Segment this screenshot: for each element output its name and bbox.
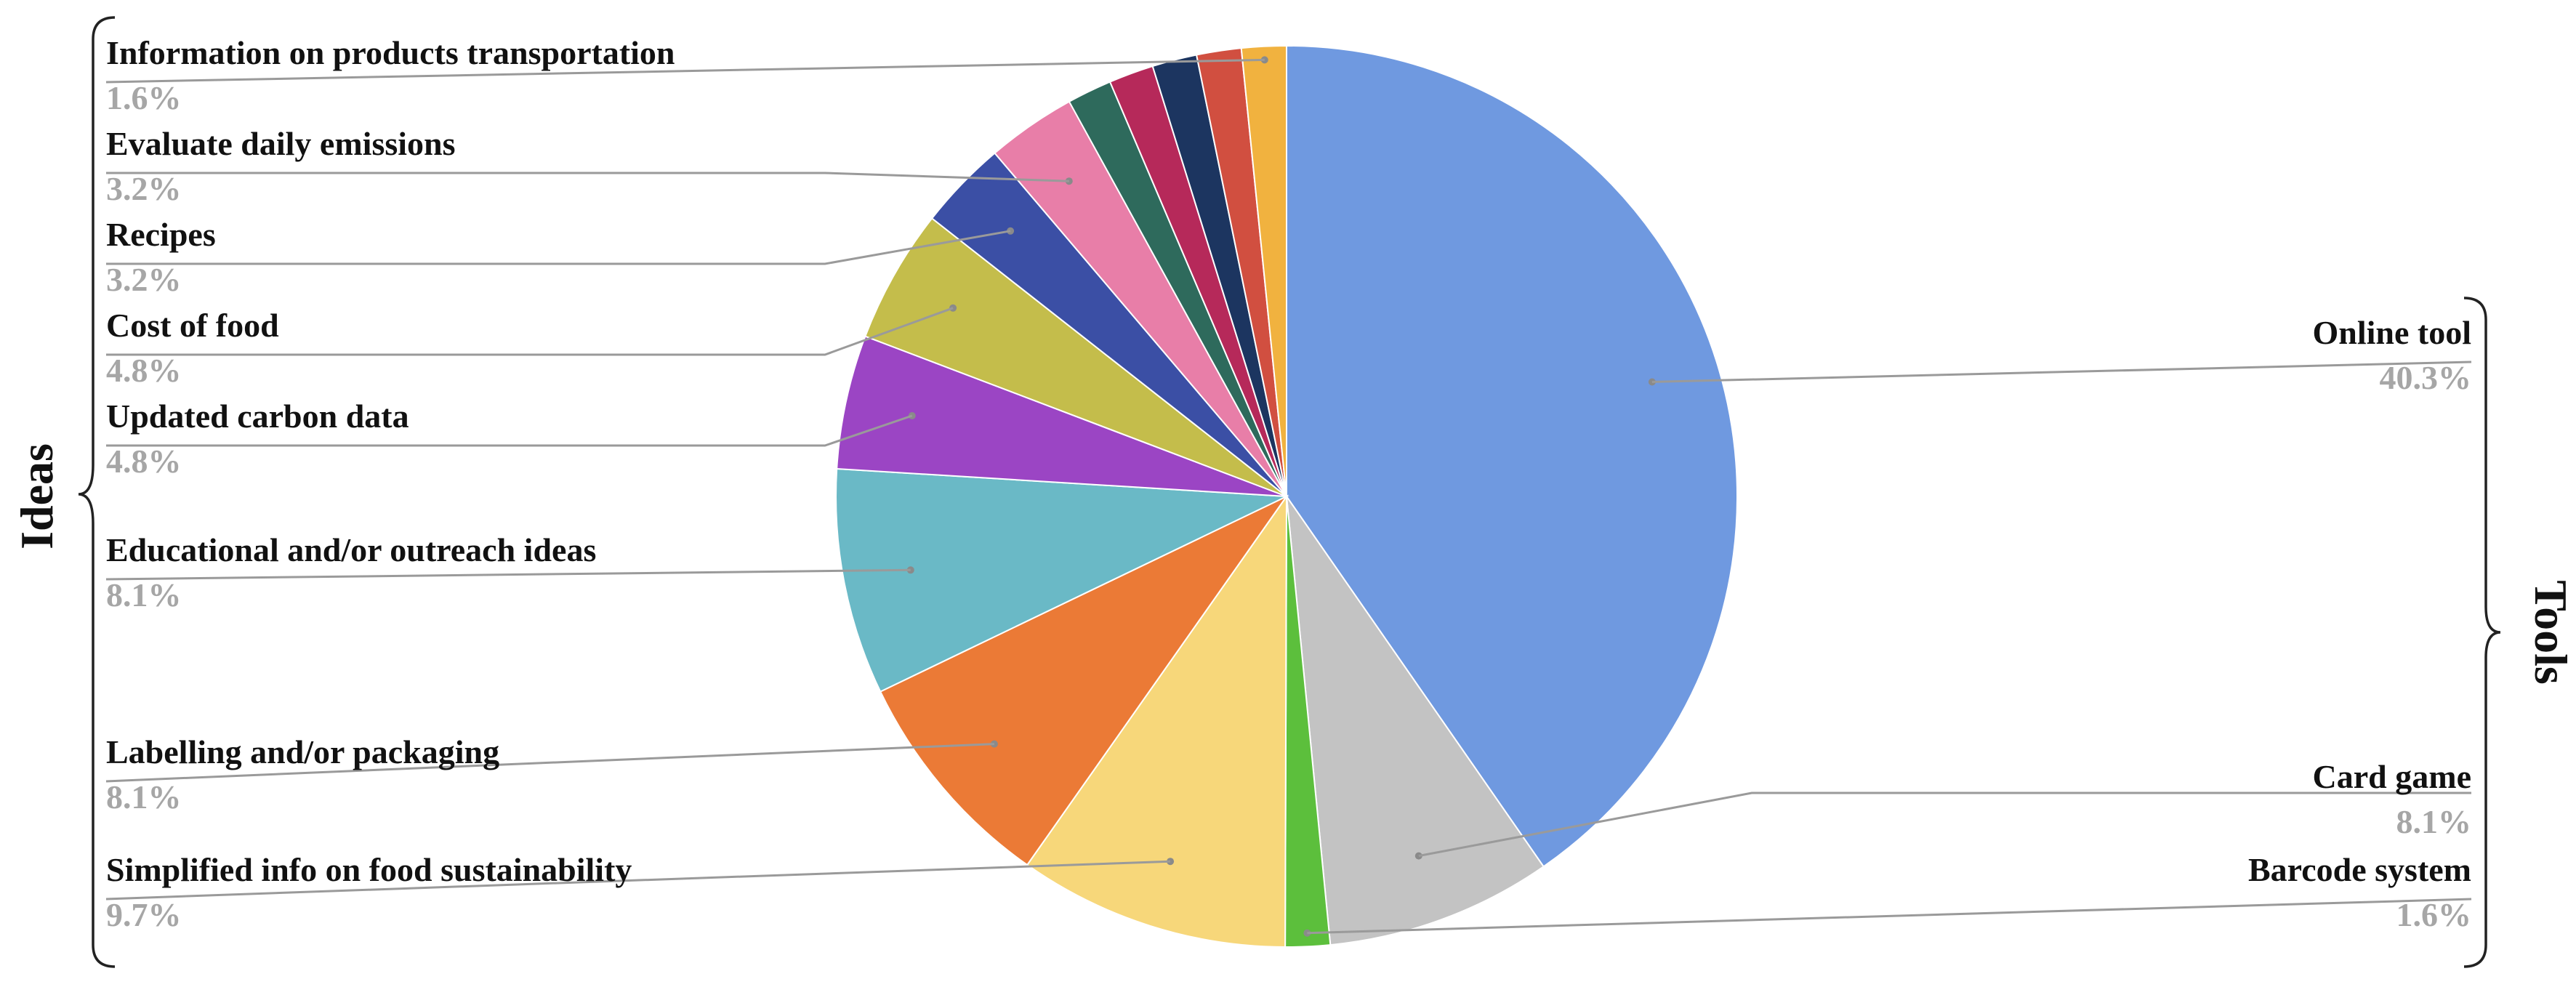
leader-line [106,307,954,356]
slice-label: Labelling and/or packaging [106,733,499,770]
pie-slice-labelling-and-or-packaging [879,494,1289,866]
slice-percentage: 1.6% [2396,896,2472,933]
slice-label: Cost of food [106,307,279,344]
slice-percentage: 8.1% [2396,803,2472,840]
leader-line [1418,791,2471,858]
slice-label: Simplified info on food sustainability [106,851,632,888]
leader-line [106,230,1011,265]
group-label-tools: Tools [2525,580,2576,685]
slice-percentage: 4.8% [106,352,182,389]
group-braces: Ideas Tools [11,16,2576,968]
slice-percentage: 4.8% [106,443,182,480]
leader-line [106,414,913,447]
slice-percentage: 3.2% [106,170,182,207]
leader-line [105,743,994,783]
slice-label: Recipes [106,216,216,253]
slice-percentage: 40.3% [2380,359,2472,396]
slice-percentage: 9.7% [106,896,182,933]
pie-slice-card-game [1285,494,1545,946]
slice-label: Card game [2313,758,2471,795]
pie-slice-educational-and-or-outreach-ideas [835,467,1289,693]
leader-line [105,860,1171,901]
tools-brace [2463,297,2501,968]
ideas-brace [78,16,116,968]
leader-lines [105,56,2472,937]
leader-line [106,172,1069,182]
slice-percentage: 1.6% [106,79,182,116]
slice-percentage: 3.2% [106,261,182,298]
slice-percentage: 8.1% [106,576,182,613]
slice-labels: Online tool 40.3% Card game 8.1% Barcode sys… [106,34,2471,933]
leader-line [1651,360,2472,383]
slice-label: Barcode system [2248,851,2471,888]
slice-label: Updated carbon data [106,398,409,435]
leader-line [105,568,911,581]
slice-label: Information on products transportation [106,34,675,71]
pie-slices [835,44,1739,948]
pie-slice-information-on-products-transportation [1240,44,1287,497]
leader-line [105,58,1265,84]
group-label-ideas: Ideas [11,443,63,549]
slice-label: Educational and/or outreach ideas [106,531,596,568]
leader-line [1307,898,2472,935]
pie-slice-cost-of-food [864,217,1287,497]
slice-percentage: 8.1% [106,778,182,815]
slice-label: Online tool [2312,314,2471,351]
slice-label: Evaluate daily emissions [106,125,456,162]
pie-slice-online-tool [1286,44,1739,868]
pie-slice-simplified-info-on-food-sustainability [1026,494,1288,948]
